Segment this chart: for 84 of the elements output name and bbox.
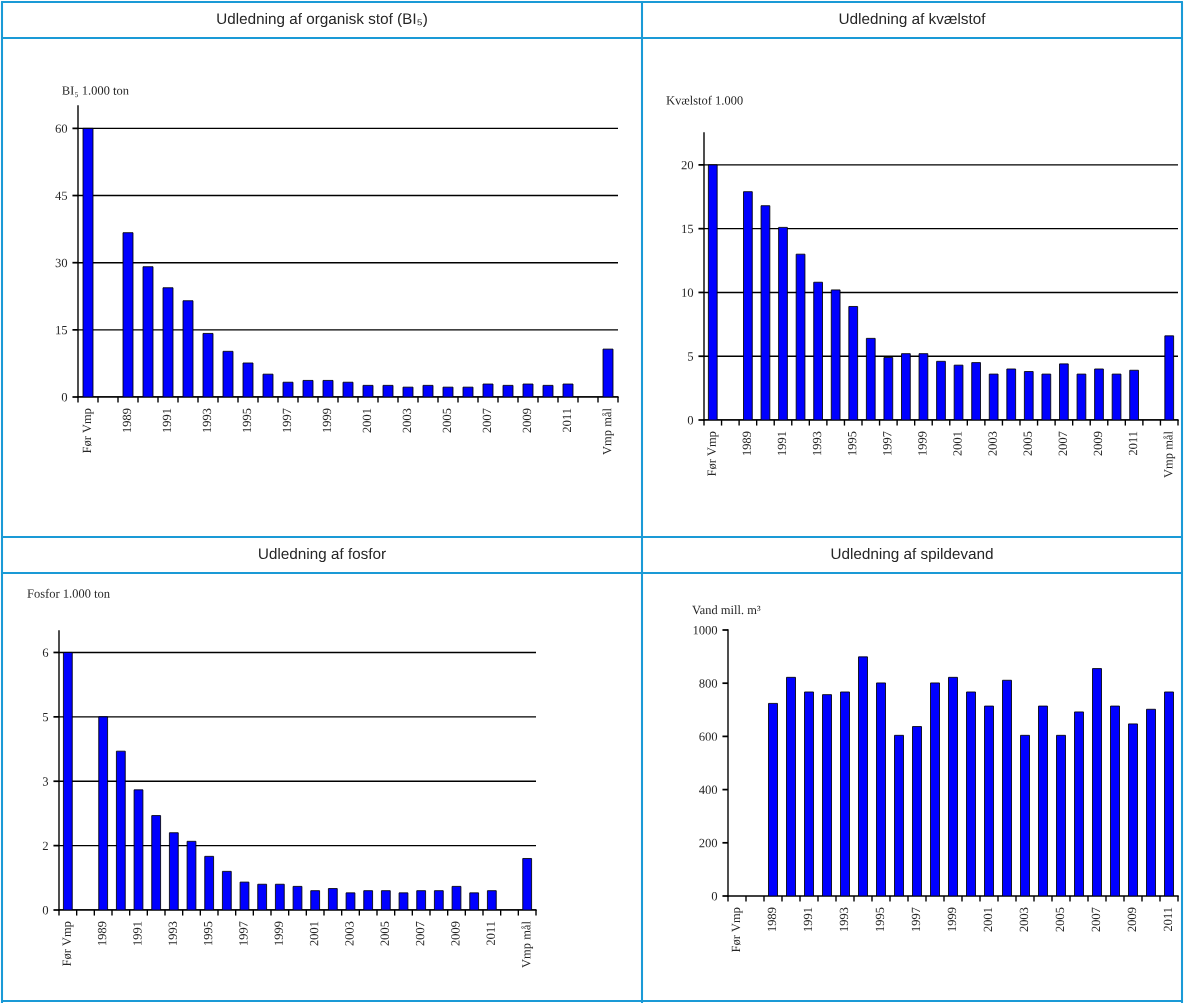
x-tick-label: 1995	[203, 921, 213, 946]
x-tick-label: 2003	[402, 408, 412, 433]
x-tick-label: 1993	[812, 431, 822, 456]
x-tick-label: 1993	[168, 921, 177, 946]
x-tick-label: 1989	[122, 408, 132, 433]
y-tick-label: 1000	[693, 626, 718, 635]
x-tick-label: 1999	[274, 921, 283, 946]
y-tick-label: 60	[55, 124, 68, 133]
x-tick-label: 1991	[777, 431, 787, 456]
y-tick-label: 15	[682, 224, 694, 234]
y-tick-label: 15	[56, 325, 68, 335]
x-tick-label: 2009	[522, 408, 532, 433]
y-axis-title: Vand mill. m³	[692, 605, 761, 615]
x-tick-label: 1991	[803, 907, 813, 932]
y-tick-label: 2	[42, 841, 48, 850]
x-tick-label: 2005	[380, 921, 389, 946]
x-tick-label: 1991	[133, 921, 142, 946]
y-tick-label: 0	[687, 416, 694, 425]
x-tick-label: 2009	[451, 921, 460, 946]
x-tick-label: Før Vmp	[707, 431, 719, 477]
x-tick-label: 2011	[1128, 431, 1138, 456]
y-tick-label: 3	[42, 777, 49, 786]
y-tick-label: 0	[61, 393, 68, 402]
x-tick-label: 1999	[947, 907, 957, 932]
x-tick-label: 2007	[1058, 431, 1068, 456]
x-tick-label: 2011	[486, 921, 495, 946]
x-tick-label: 2005	[442, 408, 452, 433]
x-tick-label: 1989	[97, 921, 107, 946]
chart-title: Udledning af fosfor	[259, 547, 386, 563]
x-tick-label: 2001	[953, 431, 962, 456]
x-tick-label: Før Vmp	[82, 408, 94, 454]
chart-title: Udledning af organisk stof (BI₅)	[217, 12, 427, 28]
x-tick-label: 2007	[1091, 907, 1101, 932]
y-tick-label: 200	[699, 838, 718, 848]
x-tick-label: 1997	[282, 408, 292, 433]
y-tick-label: 6	[42, 648, 49, 657]
x-tick-label: 2003	[988, 431, 997, 456]
y-axis-title: Kvælstof 1.000	[666, 95, 743, 105]
x-tick-label: 1991	[162, 408, 172, 433]
x-tick-label: 1999	[918, 431, 927, 456]
x-tick-label: 1995	[847, 431, 857, 456]
x-tick-label: 2009	[1127, 907, 1137, 932]
x-tick-label: 1995	[242, 408, 252, 433]
x-tick-label: 2005	[1023, 431, 1032, 456]
x-tick-label: 1993	[839, 907, 849, 932]
chart-title: Udledning af kvælstof	[839, 12, 986, 28]
x-tick-label: 2009	[1093, 431, 1103, 456]
x-tick-label: 2001	[362, 408, 372, 433]
y-tick-label: 400	[699, 785, 718, 795]
x-tick-label: Vmp mål	[521, 921, 534, 968]
y-tick-label: 10	[682, 288, 694, 297]
x-tick-label: 2003	[345, 921, 354, 946]
y-tick-label: 5	[688, 352, 694, 361]
x-tick-label: 2007	[415, 921, 425, 946]
y-axis-title: BI₅ 1.000 ton	[62, 86, 129, 98]
x-tick-label: 2001	[309, 921, 319, 946]
x-tick-label: 1999	[322, 408, 332, 433]
y-axis-title: Fosfor 1.000 ton	[27, 588, 110, 598]
x-tick-label: 2001	[983, 907, 993, 932]
y-tick-label: 30	[55, 258, 68, 268]
x-tick-label: Vmp mål	[1163, 431, 1176, 478]
y-tick-label: 45	[55, 191, 68, 200]
x-tick-label: 1993	[202, 408, 212, 433]
y-tick-label: 5	[43, 713, 49, 722]
y-tick-label: 0	[711, 892, 718, 901]
x-tick-label: Vmp mål	[602, 408, 614, 455]
x-tick-label: 2011	[562, 408, 572, 433]
x-tick-label: 1989	[742, 431, 752, 456]
x-tick-label: 1997	[911, 907, 921, 932]
y-tick-label: 0	[42, 906, 49, 915]
y-tick-label: 20	[681, 160, 694, 170]
x-tick-label: 2007	[482, 408, 492, 433]
x-tick-label: Før Vmp	[731, 907, 743, 953]
x-tick-label: 1997	[239, 921, 248, 946]
y-tick-label: 800	[699, 679, 718, 688]
y-tick-label: 600	[699, 732, 718, 741]
x-tick-label: Før Vmp	[62, 921, 74, 967]
x-tick-label: 1997	[883, 431, 892, 456]
chart-title: Udledning af spildevand	[831, 547, 993, 563]
x-tick-label: 1995	[875, 907, 885, 932]
x-tick-label: 2005	[1055, 907, 1065, 932]
x-tick-label: 2003	[1019, 907, 1029, 932]
x-tick-label: 1989	[767, 907, 777, 932]
x-tick-label: 2011	[1163, 907, 1173, 932]
